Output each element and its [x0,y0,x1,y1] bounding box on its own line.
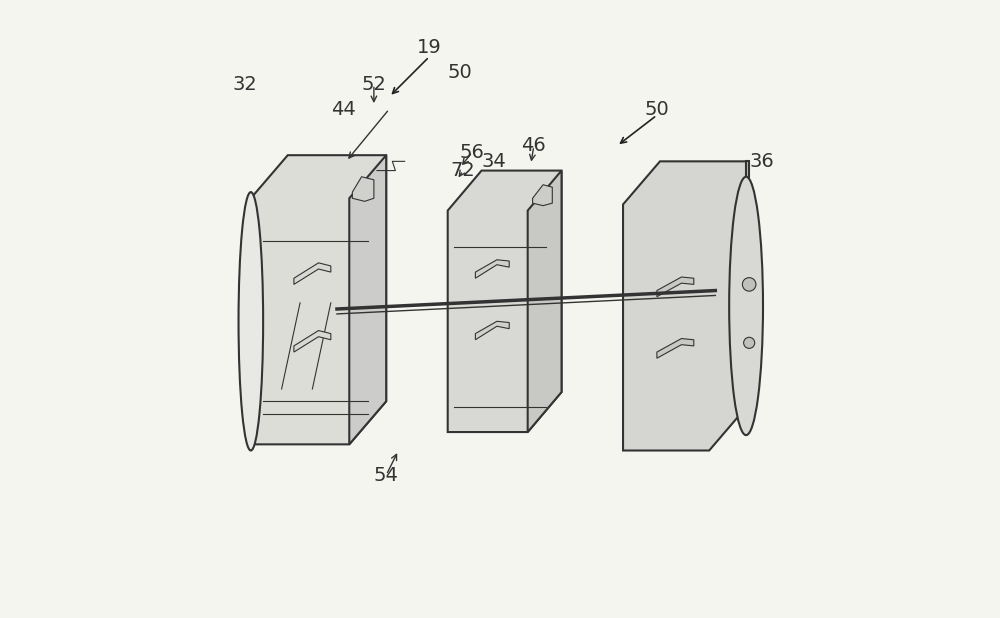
Polygon shape [349,155,386,444]
Polygon shape [352,177,374,201]
Text: 52: 52 [361,75,386,94]
Polygon shape [475,321,509,340]
Polygon shape [533,185,552,206]
Polygon shape [294,331,331,352]
Polygon shape [528,171,562,432]
Polygon shape [746,161,749,407]
Text: 54: 54 [374,465,399,485]
Text: 19: 19 [417,38,442,57]
Text: 46: 46 [521,137,546,156]
Polygon shape [657,339,694,358]
Text: 50: 50 [448,62,472,82]
Polygon shape [251,155,386,444]
Text: 72: 72 [451,161,475,180]
Ellipse shape [729,177,763,435]
Polygon shape [623,161,746,451]
Polygon shape [475,260,509,278]
Text: 34: 34 [481,152,506,171]
Polygon shape [294,263,331,284]
Text: 36: 36 [749,152,774,171]
Text: 56: 56 [460,143,485,162]
Ellipse shape [239,192,263,451]
Text: 32: 32 [232,75,257,94]
Text: 50: 50 [645,99,669,119]
Polygon shape [657,277,694,297]
Circle shape [742,277,756,291]
Circle shape [744,337,755,349]
Text: 44: 44 [331,99,355,119]
Polygon shape [448,171,562,432]
